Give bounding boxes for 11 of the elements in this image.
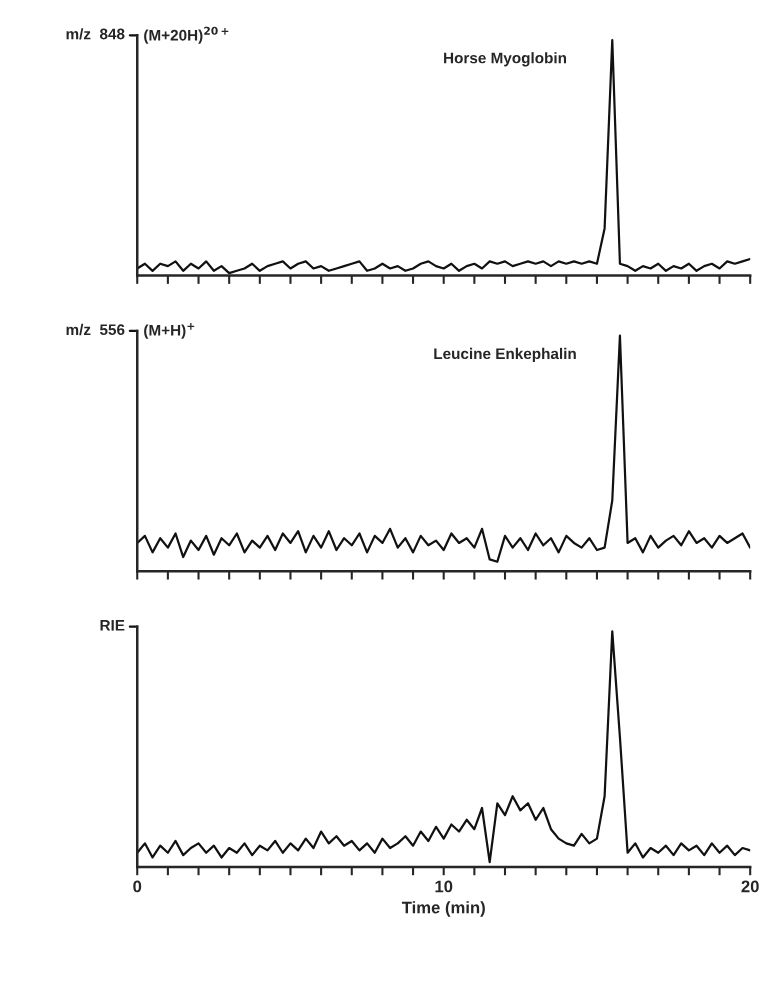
annotation: Leucine Enkephalin	[434, 347, 576, 363]
x-tick-label: 0	[133, 880, 142, 893]
y-axis-title: m/z 848	[66, 28, 125, 40]
x-axis-title: Time (min)	[401, 901, 485, 917]
x-tick-label: 10	[435, 880, 453, 893]
annotation: Horse Myoglobin	[444, 52, 567, 67]
annotation: (M+H)$^{+}$	[144, 323, 195, 339]
y-axis-title: m/z 556	[66, 323, 125, 336]
y-axis-title: RIE	[100, 620, 125, 631]
x-tick-label: 20	[741, 880, 759, 893]
annotation: (M+20H)$^{20+}$	[144, 26, 229, 44]
